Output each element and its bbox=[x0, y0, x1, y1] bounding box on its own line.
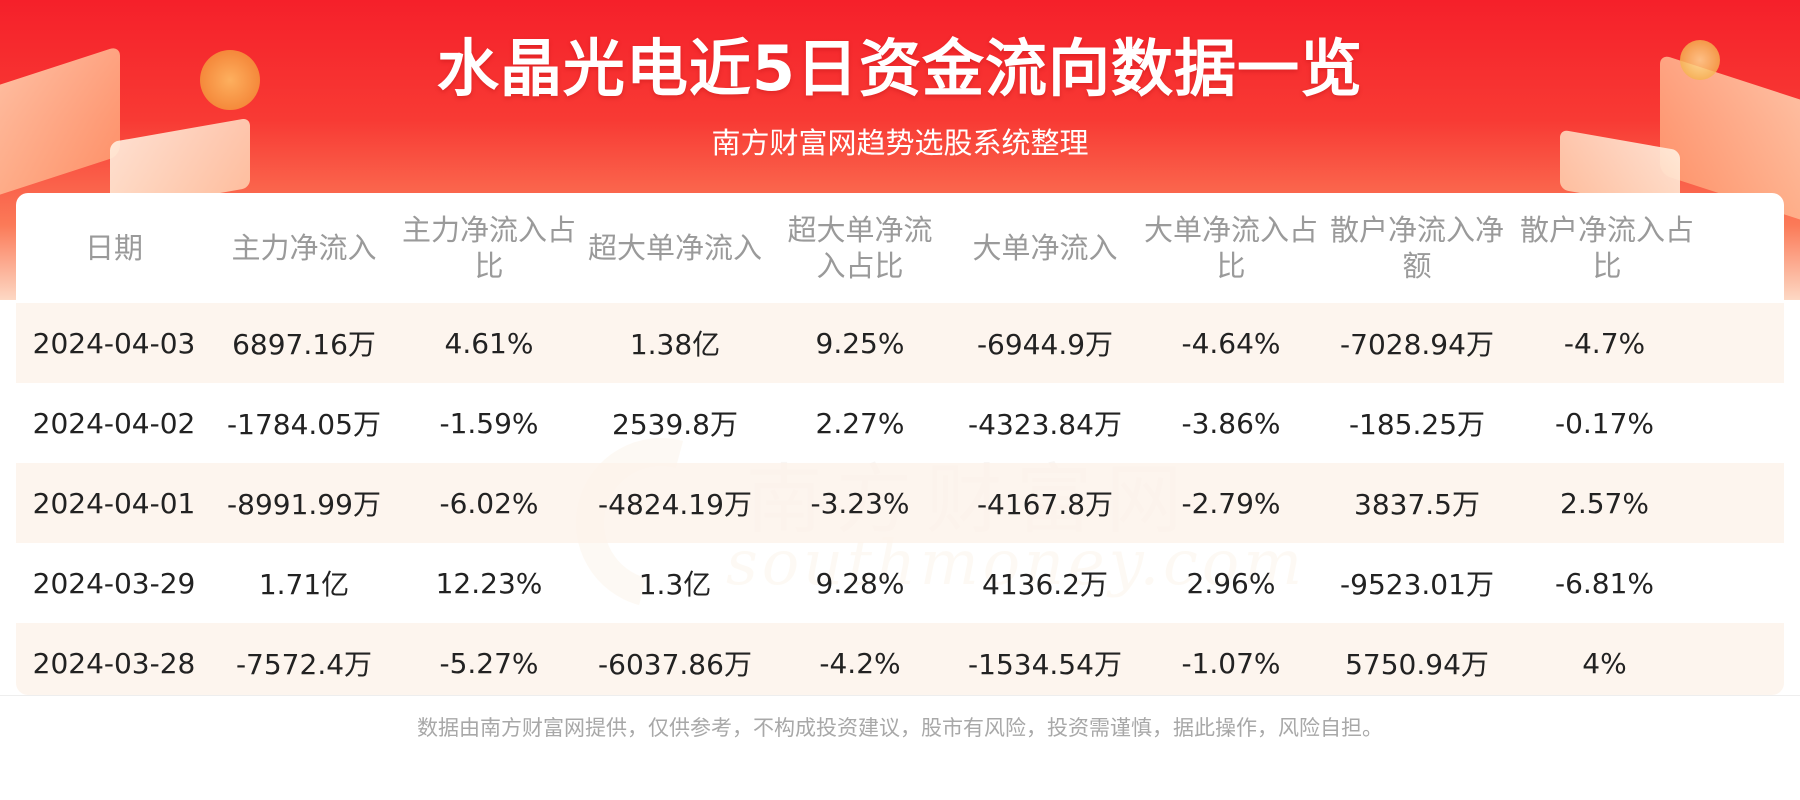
cell: -4.64% bbox=[1138, 303, 1324, 383]
cell: -6037.86万 bbox=[582, 623, 768, 695]
cell: -1.59% bbox=[396, 383, 582, 463]
cell-date: 2024-03-29 bbox=[16, 543, 212, 623]
cell: -185.25万 bbox=[1324, 383, 1510, 463]
cell-date: 2024-04-01 bbox=[16, 463, 212, 543]
cell: -4167.8万 bbox=[952, 463, 1138, 543]
cell: 1.3亿 bbox=[582, 543, 768, 623]
cell: -4824.19万 bbox=[582, 463, 768, 543]
cell: -4323.84万 bbox=[952, 383, 1138, 463]
column-header-main-ratio: 主力净流入占比 bbox=[402, 213, 577, 283]
footer-disclaimer: 数据由南方财富网提供，仅供参考，不构成投资建议，股市有风险，投资需谨慎，据此操作… bbox=[417, 716, 1383, 740]
cell: 9.28% bbox=[768, 543, 952, 623]
cell: -0.17% bbox=[1510, 383, 1784, 463]
cell: -4.2% bbox=[768, 623, 952, 695]
column-header-large-inflow: 大单净流入 bbox=[972, 231, 1118, 265]
cell: 4136.2万 bbox=[952, 543, 1138, 623]
table-row: 2024-03-29 1.71亿 12.23% 1.3亿 9.28% 4136.… bbox=[16, 543, 1784, 623]
cell: 2.96% bbox=[1138, 543, 1324, 623]
column-header-date: 日期 bbox=[84, 231, 143, 265]
cell: -2.79% bbox=[1138, 463, 1324, 543]
cell: -3.23% bbox=[768, 463, 952, 543]
cell: 1.71亿 bbox=[212, 543, 396, 623]
column-header-superlarge-ratio: 超大单净流入占比 bbox=[787, 213, 933, 283]
cell: 9.25% bbox=[768, 303, 952, 383]
cell: 4.61% bbox=[396, 303, 582, 383]
cell-date: 2024-03-28 bbox=[16, 623, 212, 695]
page-title: 水晶光电近5日资金流向数据一览 bbox=[436, 32, 1364, 105]
cell-date: 2024-04-02 bbox=[16, 383, 212, 463]
cell-date: 2024-04-03 bbox=[16, 303, 212, 383]
page-subtitle: 南方财富网趋势选股系统整理 bbox=[711, 126, 1089, 160]
table-row: 2024-04-03 6897.16万 4.61% 1.38亿 9.25% -6… bbox=[16, 303, 1784, 383]
cell: 2539.8万 bbox=[582, 383, 768, 463]
cell: -6944.9万 bbox=[952, 303, 1138, 383]
cell: -1.07% bbox=[1138, 623, 1324, 695]
table-row: 2024-04-01 -8991.99万 -6.02% -4824.19万 -3… bbox=[16, 463, 1784, 543]
cell: 2.27% bbox=[768, 383, 952, 463]
coin-icon bbox=[200, 50, 260, 110]
coin-icon bbox=[1680, 40, 1720, 80]
column-header-main-inflow: 主力净流入 bbox=[231, 231, 377, 265]
cell: 3837.5万 bbox=[1324, 463, 1510, 543]
table-header-row: 日期 主力净流入 主力净流入占比 超大单净流入 超大单净流入占比 大单净流入 大… bbox=[16, 193, 1784, 303]
column-header-retail-ratio: 散户净流入占比 bbox=[1519, 213, 1694, 283]
column-header-large-ratio: 大单净流入占比 bbox=[1144, 213, 1319, 283]
cell: -6.02% bbox=[396, 463, 582, 543]
cell: -7572.4万 bbox=[212, 623, 396, 695]
column-header-retail-inflow: 散户净流入净额 bbox=[1330, 213, 1505, 283]
cell: -6.81% bbox=[1510, 543, 1784, 623]
cell: -1784.05万 bbox=[212, 383, 396, 463]
cell: -3.86% bbox=[1138, 383, 1324, 463]
column-header-superlarge-inflow: 超大单净流入 bbox=[588, 231, 763, 265]
cell: 6897.16万 bbox=[212, 303, 396, 383]
cell: 5750.94万 bbox=[1324, 623, 1510, 695]
cell: -7028.94万 bbox=[1324, 303, 1510, 383]
cell: -8991.99万 bbox=[212, 463, 396, 543]
cell: 1.38亿 bbox=[582, 303, 768, 383]
cell: -5.27% bbox=[396, 623, 582, 695]
cell: 2.57% bbox=[1510, 463, 1784, 543]
table-row: 2024-04-02 -1784.05万 -1.59% 2539.8万 2.27… bbox=[16, 383, 1784, 463]
cell: 4% bbox=[1510, 623, 1784, 695]
cell: 12.23% bbox=[396, 543, 582, 623]
cell: -9523.01万 bbox=[1324, 543, 1510, 623]
table-row: 2024-03-28 -7572.4万 -5.27% -6037.86万 -4.… bbox=[16, 623, 1784, 695]
footer-divider bbox=[0, 695, 1800, 696]
cell: -1534.54万 bbox=[952, 623, 1138, 695]
fund-flow-table: 日期 主力净流入 主力净流入占比 超大单净流入 超大单净流入占比 大单净流入 大… bbox=[16, 193, 1784, 695]
data-card: 南方财富网 southmoney.com 日期 主力净流入 主力净流入占比 超大… bbox=[16, 193, 1784, 695]
cell: -4.7% bbox=[1510, 303, 1784, 383]
